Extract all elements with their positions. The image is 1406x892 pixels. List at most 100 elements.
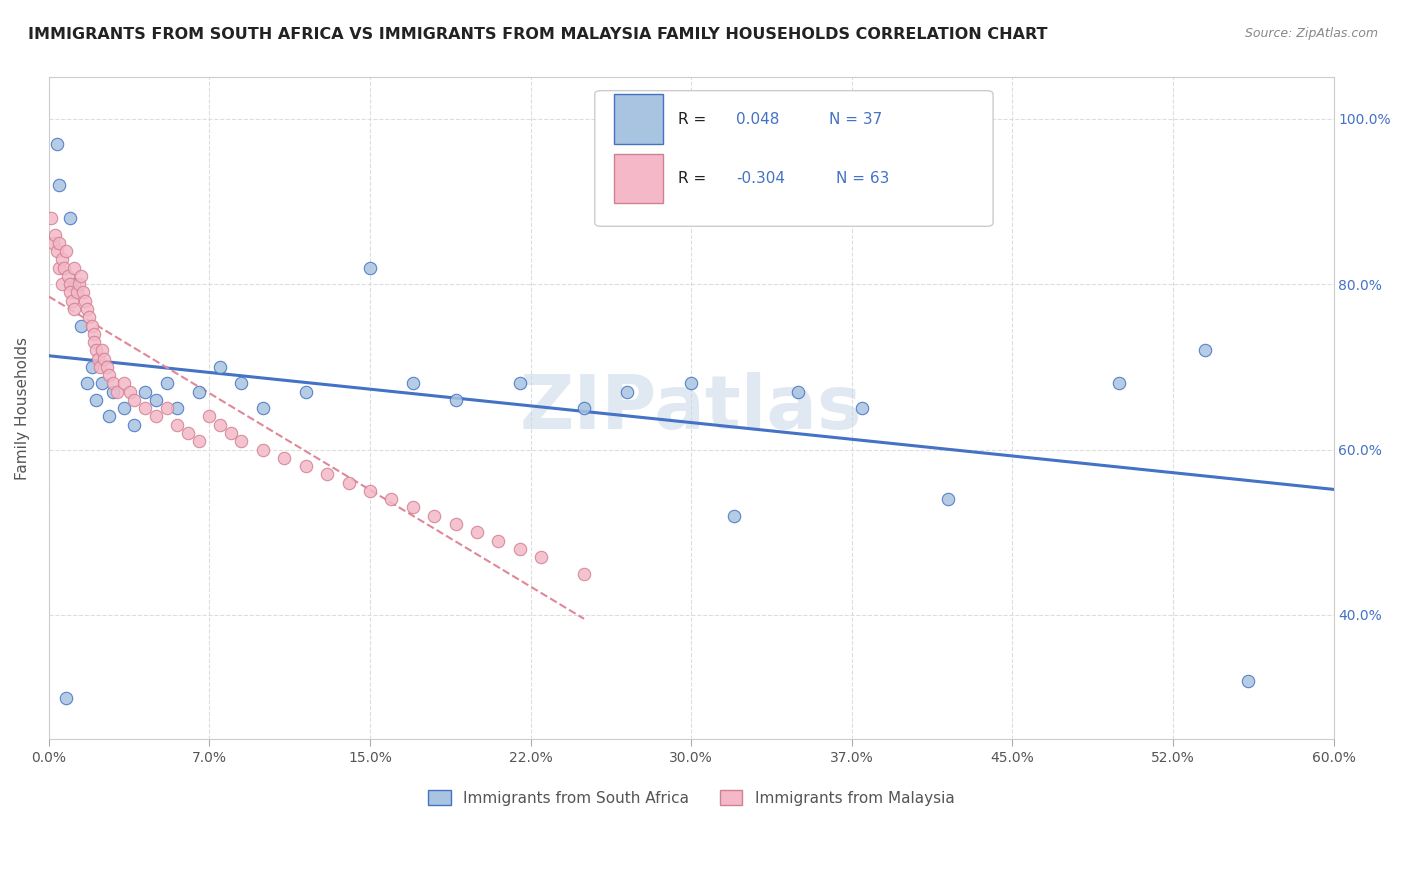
Point bbox=[120, 384, 142, 399]
Point bbox=[465, 525, 488, 540]
Point bbox=[97, 409, 120, 424]
FancyBboxPatch shape bbox=[614, 153, 662, 203]
Point bbox=[616, 384, 638, 399]
Point bbox=[231, 376, 253, 391]
Point bbox=[84, 392, 107, 407]
Text: N = 37: N = 37 bbox=[828, 112, 882, 127]
Point bbox=[509, 376, 531, 391]
Point bbox=[48, 235, 70, 250]
Point bbox=[59, 285, 82, 300]
Point bbox=[723, 508, 745, 523]
Text: -0.304: -0.304 bbox=[737, 171, 785, 186]
Point bbox=[91, 343, 114, 358]
Point bbox=[51, 252, 73, 267]
Point bbox=[76, 301, 98, 316]
Point bbox=[52, 260, 75, 275]
Point bbox=[55, 690, 77, 705]
Point bbox=[97, 368, 120, 383]
Point bbox=[187, 434, 209, 449]
Text: IMMIGRANTS FROM SOUTH AFRICA VS IMMIGRANTS FROM MALAYSIA FAMILY HOUSEHOLDS CORRE: IMMIGRANTS FROM SOUTH AFRICA VS IMMIGRAN… bbox=[28, 27, 1047, 42]
Point bbox=[936, 492, 959, 507]
Point bbox=[134, 401, 156, 416]
Point bbox=[72, 285, 94, 300]
Point bbox=[145, 409, 167, 424]
Point bbox=[337, 475, 360, 490]
Point bbox=[155, 376, 177, 391]
Point bbox=[46, 244, 69, 259]
Point bbox=[1237, 674, 1260, 689]
Point bbox=[79, 310, 101, 325]
Point bbox=[166, 401, 188, 416]
Point bbox=[423, 508, 446, 523]
FancyBboxPatch shape bbox=[595, 91, 993, 227]
Point bbox=[39, 211, 62, 225]
Point bbox=[51, 277, 73, 292]
Point bbox=[209, 359, 232, 374]
Text: 0.048: 0.048 bbox=[737, 112, 779, 127]
Point bbox=[198, 409, 221, 424]
Point bbox=[380, 492, 402, 507]
Point bbox=[67, 277, 90, 292]
Point bbox=[63, 260, 86, 275]
Point bbox=[155, 401, 177, 416]
Point bbox=[444, 516, 467, 531]
Point bbox=[80, 318, 103, 333]
Point bbox=[231, 434, 253, 449]
Point bbox=[273, 450, 295, 465]
Point bbox=[96, 359, 118, 374]
Text: R =: R = bbox=[678, 171, 711, 186]
Point bbox=[70, 268, 93, 283]
Point bbox=[44, 227, 66, 242]
Point bbox=[56, 268, 79, 283]
Text: N = 63: N = 63 bbox=[837, 171, 890, 186]
Point bbox=[101, 384, 124, 399]
Point bbox=[93, 351, 115, 366]
Point bbox=[209, 417, 232, 432]
Point bbox=[63, 301, 86, 316]
Point bbox=[70, 318, 93, 333]
Point bbox=[402, 500, 425, 515]
Point bbox=[48, 260, 70, 275]
Point bbox=[63, 277, 86, 292]
Point bbox=[76, 376, 98, 391]
Point bbox=[572, 401, 595, 416]
Point bbox=[84, 343, 107, 358]
Point bbox=[252, 442, 274, 457]
Point bbox=[530, 550, 553, 565]
Point bbox=[486, 533, 509, 548]
Point bbox=[75, 293, 97, 308]
Point bbox=[101, 376, 124, 391]
Point bbox=[509, 541, 531, 556]
FancyBboxPatch shape bbox=[614, 94, 662, 144]
Point bbox=[134, 384, 156, 399]
Text: ZIPatlas: ZIPatlas bbox=[520, 372, 862, 445]
Point bbox=[87, 351, 110, 366]
Point bbox=[124, 392, 146, 407]
Point bbox=[42, 235, 65, 250]
Point bbox=[112, 376, 135, 391]
Point bbox=[402, 376, 425, 391]
Point bbox=[359, 483, 381, 498]
Point bbox=[187, 384, 209, 399]
Point bbox=[851, 401, 873, 416]
Point bbox=[166, 417, 188, 432]
Point bbox=[219, 425, 242, 440]
Point bbox=[444, 392, 467, 407]
Point bbox=[124, 417, 146, 432]
Point bbox=[145, 392, 167, 407]
Text: Source: ZipAtlas.com: Source: ZipAtlas.com bbox=[1244, 27, 1378, 40]
Point bbox=[572, 566, 595, 581]
Point bbox=[65, 285, 87, 300]
Point bbox=[294, 384, 316, 399]
Point bbox=[1108, 376, 1130, 391]
Point bbox=[60, 293, 83, 308]
Legend: Immigrants from South Africa, Immigrants from Malaysia: Immigrants from South Africa, Immigrants… bbox=[422, 783, 960, 812]
Point bbox=[787, 384, 810, 399]
Y-axis label: Family Households: Family Households bbox=[15, 336, 30, 480]
Point bbox=[48, 178, 70, 192]
Point bbox=[83, 326, 105, 341]
Point bbox=[681, 376, 703, 391]
Point bbox=[46, 136, 69, 151]
Point bbox=[83, 334, 105, 349]
Point bbox=[91, 376, 114, 391]
